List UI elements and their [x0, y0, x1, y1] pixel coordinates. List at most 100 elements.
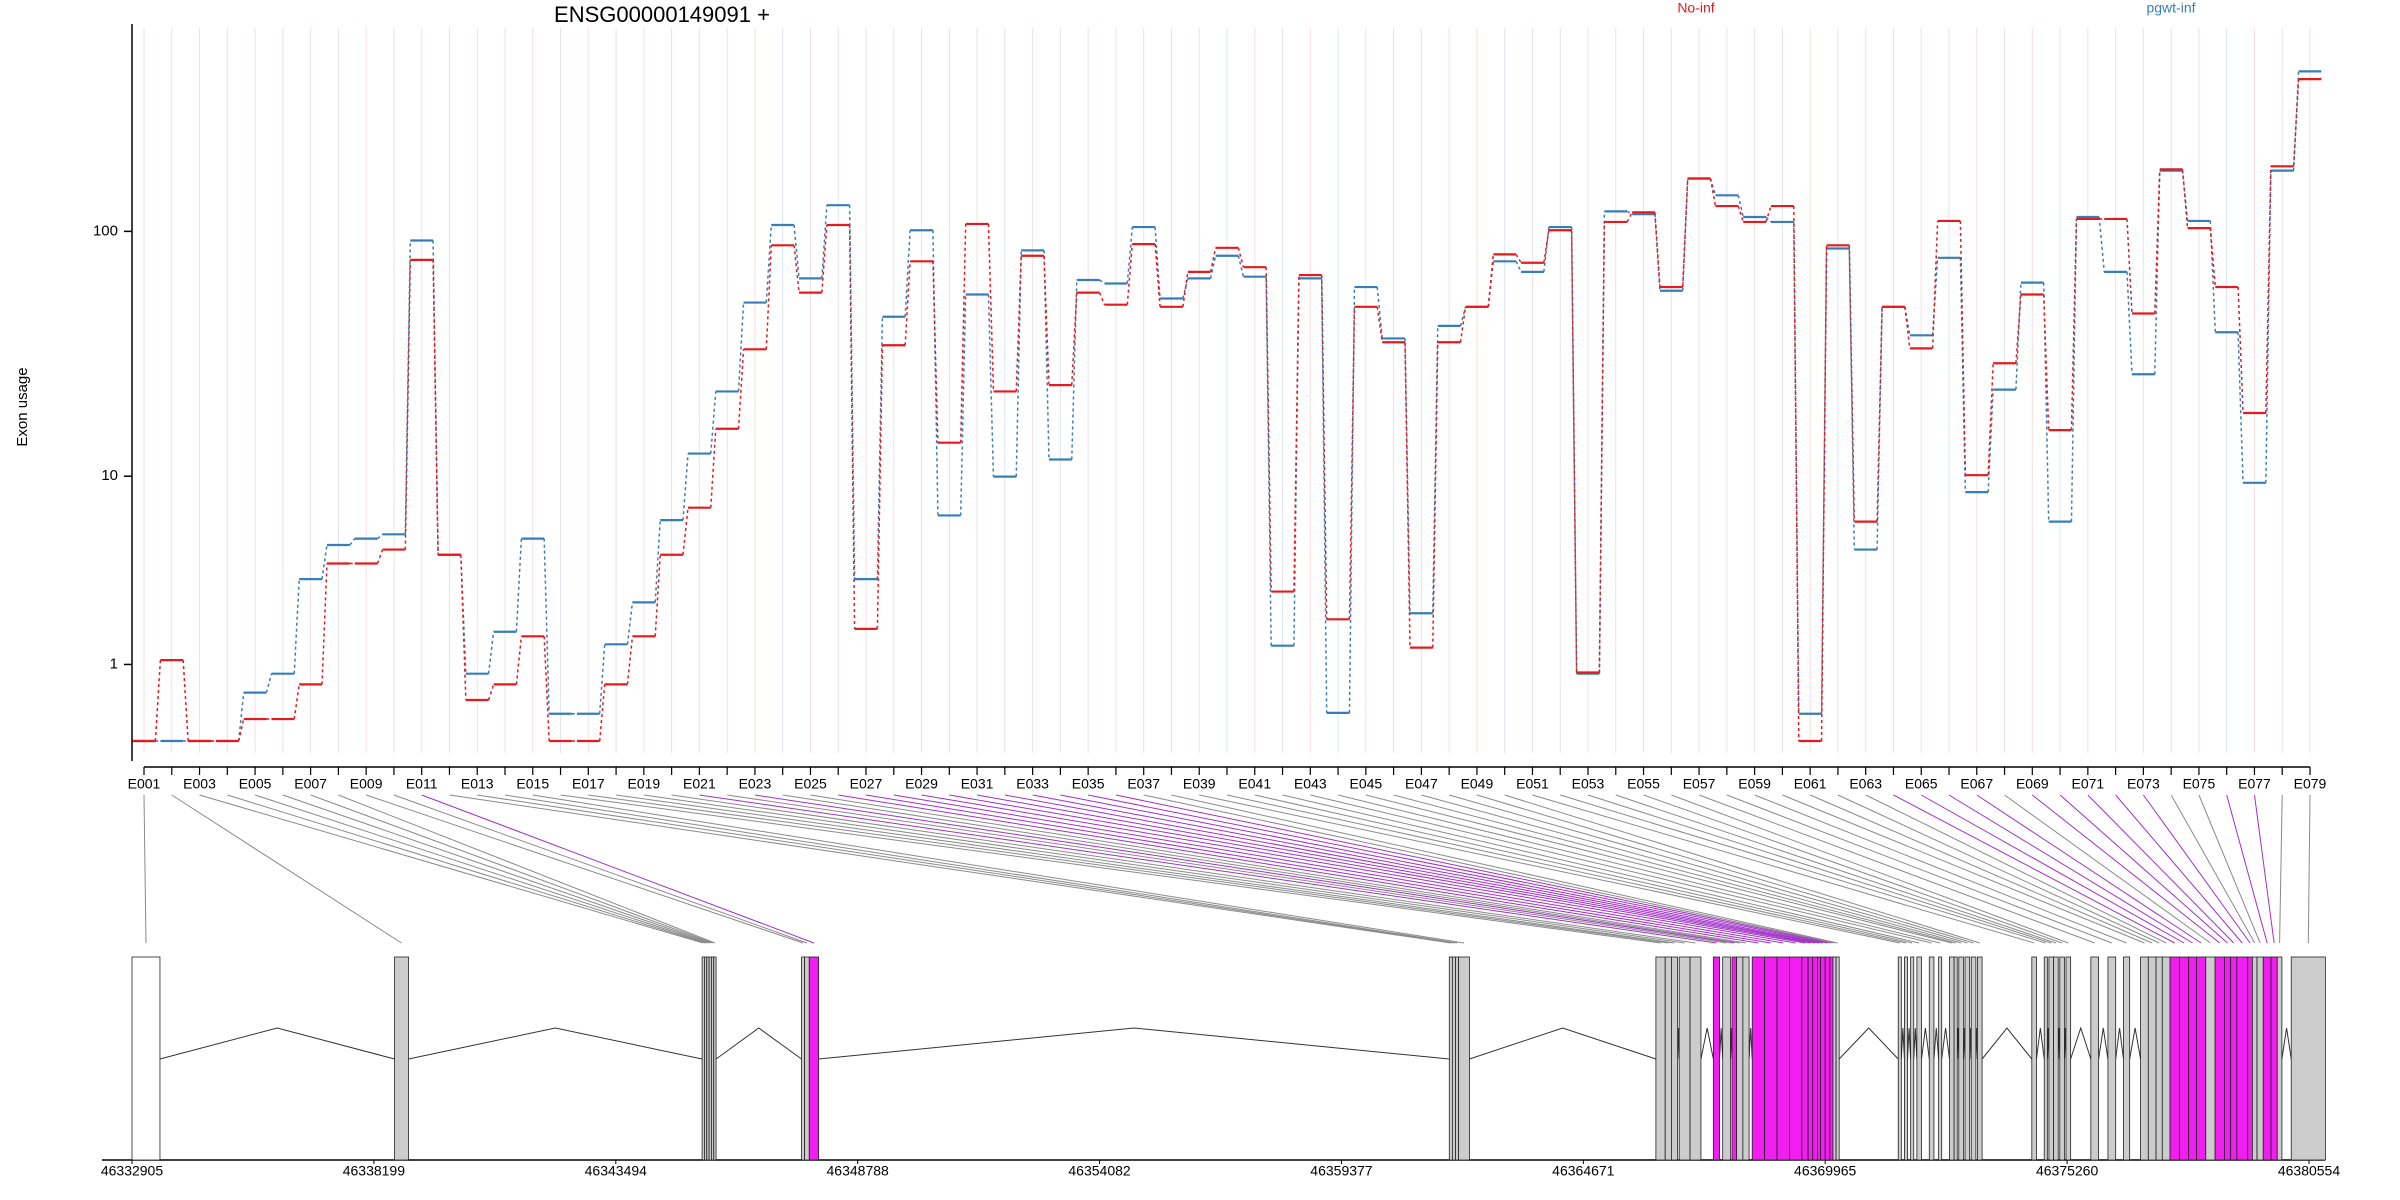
exon — [1807, 956, 1814, 1161]
exon — [1970, 956, 1977, 1161]
exon-connector — [1365, 794, 1952, 944]
series-connector — [265, 673, 273, 693]
exon-connector — [1560, 794, 2046, 944]
intron — [159, 1027, 395, 1060]
exon — [2251, 956, 2258, 1161]
series-connector — [237, 692, 245, 742]
exon-connector — [1643, 794, 2063, 944]
series-connector — [848, 224, 856, 629]
series-connector — [543, 538, 550, 714]
exon-connector — [1948, 794, 2193, 944]
exon — [2230, 956, 2238, 1161]
series-connector — [987, 223, 995, 392]
exon-connector — [754, 794, 1735, 944]
series-connector — [598, 644, 606, 714]
exon — [1817, 956, 1821, 1161]
series-connector — [1876, 306, 1883, 550]
series-connector — [1015, 255, 1022, 392]
exon-connector — [671, 794, 1696, 944]
exon-connector — [2198, 794, 2261, 944]
exon-connector — [1671, 794, 2069, 944]
series-connector — [737, 302, 745, 392]
exon-connector — [588, 794, 1669, 944]
exon-connector — [477, 794, 1455, 944]
series-connector — [376, 549, 384, 564]
exon — [2224, 956, 2232, 1161]
series-connector — [2292, 79, 2300, 167]
x-tick-label: E035 — [1072, 776, 1105, 792]
exon — [808, 956, 820, 1161]
x-tick-label: E021 — [683, 776, 716, 792]
exon-connector — [699, 794, 1717, 944]
series-connector — [2209, 228, 2217, 288]
x-tick-label: E061 — [1794, 776, 1827, 792]
series-connector — [2292, 71, 2300, 171]
exon — [1829, 956, 1834, 1161]
exon — [2270, 956, 2278, 1161]
x-tick-label: E063 — [1849, 776, 1882, 792]
x-tick-label: E013 — [461, 776, 494, 792]
intron — [1921, 1027, 1930, 1060]
exon — [1949, 956, 1955, 1161]
exon-connector — [1421, 794, 1962, 944]
series-connector — [1737, 205, 1744, 223]
series-connector — [293, 579, 300, 674]
x-tick-label: E067 — [1960, 776, 1993, 792]
exon-connector — [893, 794, 1784, 944]
exon — [2123, 956, 2131, 1161]
series-connector — [1904, 306, 1911, 336]
series-connector — [1959, 220, 1967, 476]
exon-connector — [1171, 794, 1838, 944]
x-tick-label: E047 — [1405, 776, 1438, 792]
exon-connector — [393, 794, 808, 944]
exon — [1712, 956, 1720, 1161]
series-connector — [626, 602, 634, 645]
x-tick-label: E049 — [1461, 776, 1494, 792]
y-tick-label: 1 — [110, 655, 118, 672]
intron — [818, 1027, 1450, 1060]
series-connector — [293, 684, 300, 720]
genomic-tick-label: 46343494 — [585, 1163, 648, 1179]
exon — [2178, 956, 2190, 1161]
intron — [408, 1027, 703, 1060]
series-connector — [432, 259, 439, 555]
series-connector — [487, 684, 495, 701]
series-connector — [959, 294, 967, 516]
x-tick-label: E045 — [1349, 776, 1382, 792]
exon — [1832, 956, 1837, 1161]
exon — [2290, 956, 2326, 1161]
series-connector — [1654, 212, 1661, 288]
intron — [1838, 1027, 1899, 1060]
exon — [2262, 956, 2272, 1161]
series-connector — [321, 563, 328, 685]
exon-connector — [1337, 794, 1941, 944]
series-connector — [932, 261, 939, 443]
series-connector — [1376, 286, 1383, 339]
x-tick-label: E079 — [2294, 776, 2327, 792]
x-tick-label: E031 — [961, 776, 994, 792]
exon — [1897, 956, 1902, 1161]
exon-connector — [1754, 794, 2127, 944]
exon-connector — [449, 794, 1451, 944]
series-connector — [1404, 342, 1411, 648]
series-connector — [1515, 253, 1522, 264]
series-connector — [1126, 244, 1134, 305]
series-connector — [1765, 216, 1772, 223]
series-connector — [1071, 292, 1078, 386]
series-connector — [1793, 206, 1800, 742]
exon-connector — [976, 794, 1811, 944]
series-connector — [1709, 178, 1717, 207]
genomic-tick-label: 46338199 — [343, 1163, 406, 1179]
exon-connector — [227, 794, 706, 944]
series-connector — [2154, 169, 2161, 314]
x-tick-label: E007 — [294, 776, 327, 792]
exon — [804, 956, 810, 1161]
series-connector — [404, 259, 412, 550]
x-tick-label: E041 — [1238, 776, 1271, 792]
exon — [2205, 956, 2216, 1161]
series-connector — [1820, 245, 1828, 742]
exon-connector — [2031, 794, 2221, 944]
intron — [1700, 1027, 1714, 1060]
intron — [1748, 1027, 1753, 1060]
